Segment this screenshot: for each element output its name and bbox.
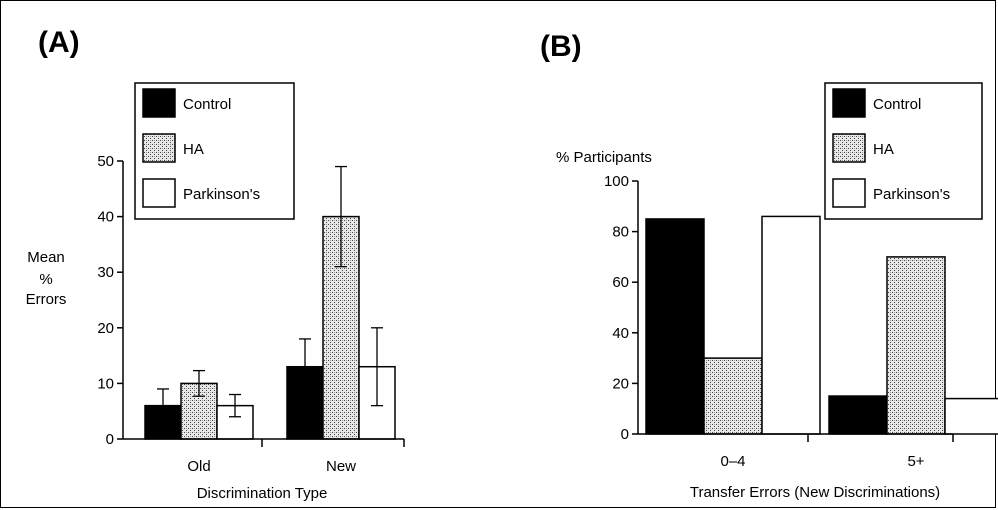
panel-a-legend-swatch-control: [142, 88, 176, 118]
panel-b-x-ticks: 0–4 5+: [720, 434, 954, 470]
panel-b-legend-swatch-parkinson-s: [832, 178, 866, 208]
panel-a-error-bar-control-old: [157, 388, 169, 423]
panel-b-ylabel: % Participants: [556, 149, 652, 166]
panel-a-error-bars: [157, 165, 383, 423]
panel-b-bar-control-5: [828, 395, 888, 435]
panel-a-ylabel-line-1: Mean: [27, 249, 65, 266]
panel-a-legend-swatch-parkinson-s: [142, 178, 176, 208]
panel-a-error-bar-ha-new: [335, 165, 347, 268]
panel-b-bars: [645, 215, 998, 435]
panel-a-x-tick-label-old: Old: [187, 458, 210, 475]
panel-b-x-tick-label-0-4: 0–4: [720, 453, 745, 470]
panel-b-y-ticks: 0 20 40 60 80 100: [604, 173, 638, 443]
panel-b-legend-label-ha: HA: [873, 141, 894, 158]
panel-b-axes: [637, 181, 953, 435]
panel-a-y-axis-label: Mean % Errors: [26, 249, 67, 308]
panel-b-bar-parkinson-s-0-4: [761, 215, 821, 435]
panel-a-label: (A): [38, 26, 80, 59]
panel-a-ylabel-line-2: %: [39, 271, 52, 288]
panel-b-x-tick-label-5: 5+: [907, 453, 924, 470]
panel-a-legend: Control HA Parkinson's: [134, 82, 295, 220]
panel-a-y-tick-label: 30: [97, 264, 114, 281]
panel-b-y-tick-label: 40: [612, 325, 629, 342]
panel-b-legend-swatch-control: [832, 88, 866, 118]
panel-b-legend-label-control: Control: [873, 96, 921, 113]
panel-b-bar-parkinson-s-5: [944, 397, 998, 435]
panel-b-bar-ha-5: [886, 256, 946, 435]
panel-a-y-tick-label: 20: [97, 320, 114, 337]
panel-b-bar-control-0-4: [645, 218, 705, 435]
panel-a-x-ticks: Old New: [187, 439, 405, 475]
panel-b-y-tick-label: 100: [604, 173, 629, 190]
panel-b-y-tick-label: 0: [621, 426, 629, 443]
panel-a-error-bar-ha-old: [193, 369, 205, 397]
panel-b-legend-swatch-ha: [832, 133, 866, 163]
panel-a-y-tick-label: 0: [106, 431, 114, 448]
panel-a-y-tick-label: 10: [97, 375, 114, 392]
panel-a-bars: [144, 215, 396, 440]
panel-a-error-bar-parkinson-s-new: [371, 327, 383, 407]
panel-b-y-tick-label: 80: [612, 224, 629, 241]
panel-a-error-bar-parkinson-s-old: [229, 393, 241, 418]
panel-a-legend-label-ha: HA: [183, 141, 204, 158]
panel-a-legend-label-control: Control: [183, 96, 231, 113]
panel-a-y-tick-label: 40: [97, 209, 114, 226]
panel-a: (A) 0 10 20 30 40 50 Mean % Errors Old New Dis…: [26, 26, 405, 502]
panel-a-legend-label-parkinson-s: Parkinson's: [183, 186, 260, 203]
panel-b-legend: Control HA Parkinson's: [824, 82, 983, 220]
panel-b-legend-label-parkinson-s: Parkinson's: [873, 186, 950, 203]
panel-b-xlabel: Transfer Errors (New Discriminations): [690, 484, 940, 501]
panel-a-ylabel-line-3: Errors: [26, 291, 67, 308]
panel-a-y-ticks: 0 10 20 30 40 50: [97, 153, 123, 448]
panel-a-error-bar-control-new: [299, 338, 311, 396]
panel-b-label: (B): [540, 30, 582, 63]
panel-b-y-tick-label: 60: [612, 274, 629, 291]
panel-b-y-tick-label: 20: [612, 375, 629, 392]
panel-a-axes: [122, 161, 404, 440]
panel-b-bar-ha-0-4: [703, 357, 763, 435]
panel-a-legend-swatch-ha: [142, 133, 176, 163]
panel-a-xlabel: Discrimination Type: [197, 485, 328, 502]
panel-b: (B) % Participants 0 20 40 60 80 100 0–4 5+ Tr…: [540, 30, 998, 501]
panel-a-x-tick-label-new: New: [326, 458, 356, 475]
panel-a-y-tick-label: 50: [97, 153, 114, 170]
